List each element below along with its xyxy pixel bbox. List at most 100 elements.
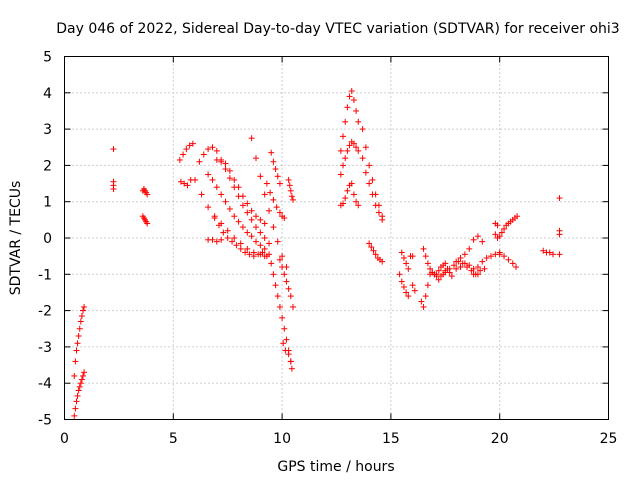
- data-point: [248, 135, 255, 142]
- data-point: [79, 372, 86, 379]
- data-point: [470, 236, 477, 243]
- data-point: [359, 155, 366, 162]
- y-tick-label: -2: [38, 304, 52, 320]
- data-point: [205, 171, 212, 178]
- data-point: [556, 251, 563, 258]
- data-point: [403, 260, 410, 267]
- data-point: [183, 146, 190, 153]
- data-point: [442, 269, 449, 276]
- data-point: [231, 213, 238, 220]
- series-arc-14: [268, 149, 283, 187]
- data-point: [74, 392, 81, 399]
- data-point: [348, 180, 355, 187]
- data-point: [285, 351, 292, 358]
- data-point: [110, 146, 117, 153]
- data-point: [186, 142, 193, 149]
- data-point: [257, 216, 264, 223]
- data-point: [288, 193, 295, 200]
- data-point: [229, 238, 236, 245]
- data-point: [274, 173, 281, 180]
- data-point: [501, 253, 508, 260]
- data-point: [261, 245, 268, 252]
- data-point: [75, 387, 82, 394]
- data-point: [209, 236, 216, 243]
- data-point: [226, 175, 233, 182]
- data-point: [268, 260, 275, 267]
- data-point: [340, 162, 347, 169]
- data-point: [279, 264, 286, 271]
- data-point: [366, 162, 373, 169]
- data-point: [466, 245, 473, 252]
- data-point: [337, 147, 344, 154]
- data-point: [276, 209, 283, 216]
- data-point: [213, 147, 220, 154]
- data-point: [272, 166, 279, 173]
- data-point: [355, 118, 362, 125]
- data-point: [379, 216, 386, 223]
- data-point: [448, 273, 455, 280]
- data-point: [274, 293, 281, 300]
- data-point: [422, 293, 429, 300]
- data-point: [359, 126, 366, 133]
- data-point: [494, 222, 501, 229]
- data-point: [457, 264, 464, 271]
- data-point: [281, 325, 288, 332]
- data-point: [252, 238, 259, 245]
- data-point: [353, 144, 360, 151]
- data-point: [276, 303, 283, 310]
- data-point: [435, 276, 442, 283]
- plot-frame: [64, 56, 609, 420]
- data-point: [279, 314, 286, 321]
- series-arc-27: [409, 282, 418, 294]
- data-point: [218, 158, 225, 165]
- data-point: [276, 256, 283, 263]
- data-point: [474, 264, 481, 271]
- series-arc-10: [211, 215, 270, 260]
- data-point: [224, 227, 231, 234]
- data-point: [196, 158, 203, 165]
- data-point: [337, 171, 344, 178]
- data-point: [422, 253, 429, 260]
- data-point: [81, 303, 88, 310]
- x-tick-label: 0: [60, 431, 69, 447]
- data-point: [350, 97, 357, 104]
- series-arc-38: [556, 195, 563, 258]
- grid-lines: [64, 56, 609, 420]
- data-point: [285, 176, 292, 183]
- data-point: [246, 251, 253, 258]
- y-tick-label: -3: [38, 340, 52, 356]
- data-point: [237, 240, 244, 247]
- data-point: [379, 258, 386, 265]
- data-point: [344, 104, 351, 111]
- data-point: [222, 166, 229, 173]
- data-point: [403, 289, 410, 296]
- data-point: [261, 191, 268, 198]
- data-point: [252, 155, 259, 162]
- data-point: [353, 107, 360, 114]
- data-point: [372, 251, 379, 258]
- series-arc-17: [280, 340, 295, 372]
- data-point: [270, 158, 277, 165]
- data-point: [398, 278, 405, 285]
- data-point: [257, 229, 264, 236]
- series-arc-35: [492, 220, 501, 229]
- series-arc-19: [337, 87, 362, 154]
- data-point: [342, 155, 349, 162]
- data-point: [252, 213, 259, 220]
- data-point: [209, 176, 216, 183]
- data-point: [213, 156, 220, 163]
- data-point: [74, 340, 81, 347]
- data-point: [409, 282, 416, 289]
- data-point: [287, 293, 294, 300]
- data-point: [418, 298, 425, 305]
- data-point: [266, 207, 273, 214]
- series-arc-8: [213, 156, 268, 227]
- data-point: [474, 233, 481, 240]
- data-point: [226, 167, 233, 174]
- chart-title: Day 046 of 2022, Sidereal Day-to-day VTE…: [56, 21, 619, 37]
- x-axis-label: GPS time / hours: [277, 459, 394, 475]
- data-point: [342, 195, 349, 202]
- data-point: [396, 271, 403, 278]
- data-point: [398, 249, 405, 256]
